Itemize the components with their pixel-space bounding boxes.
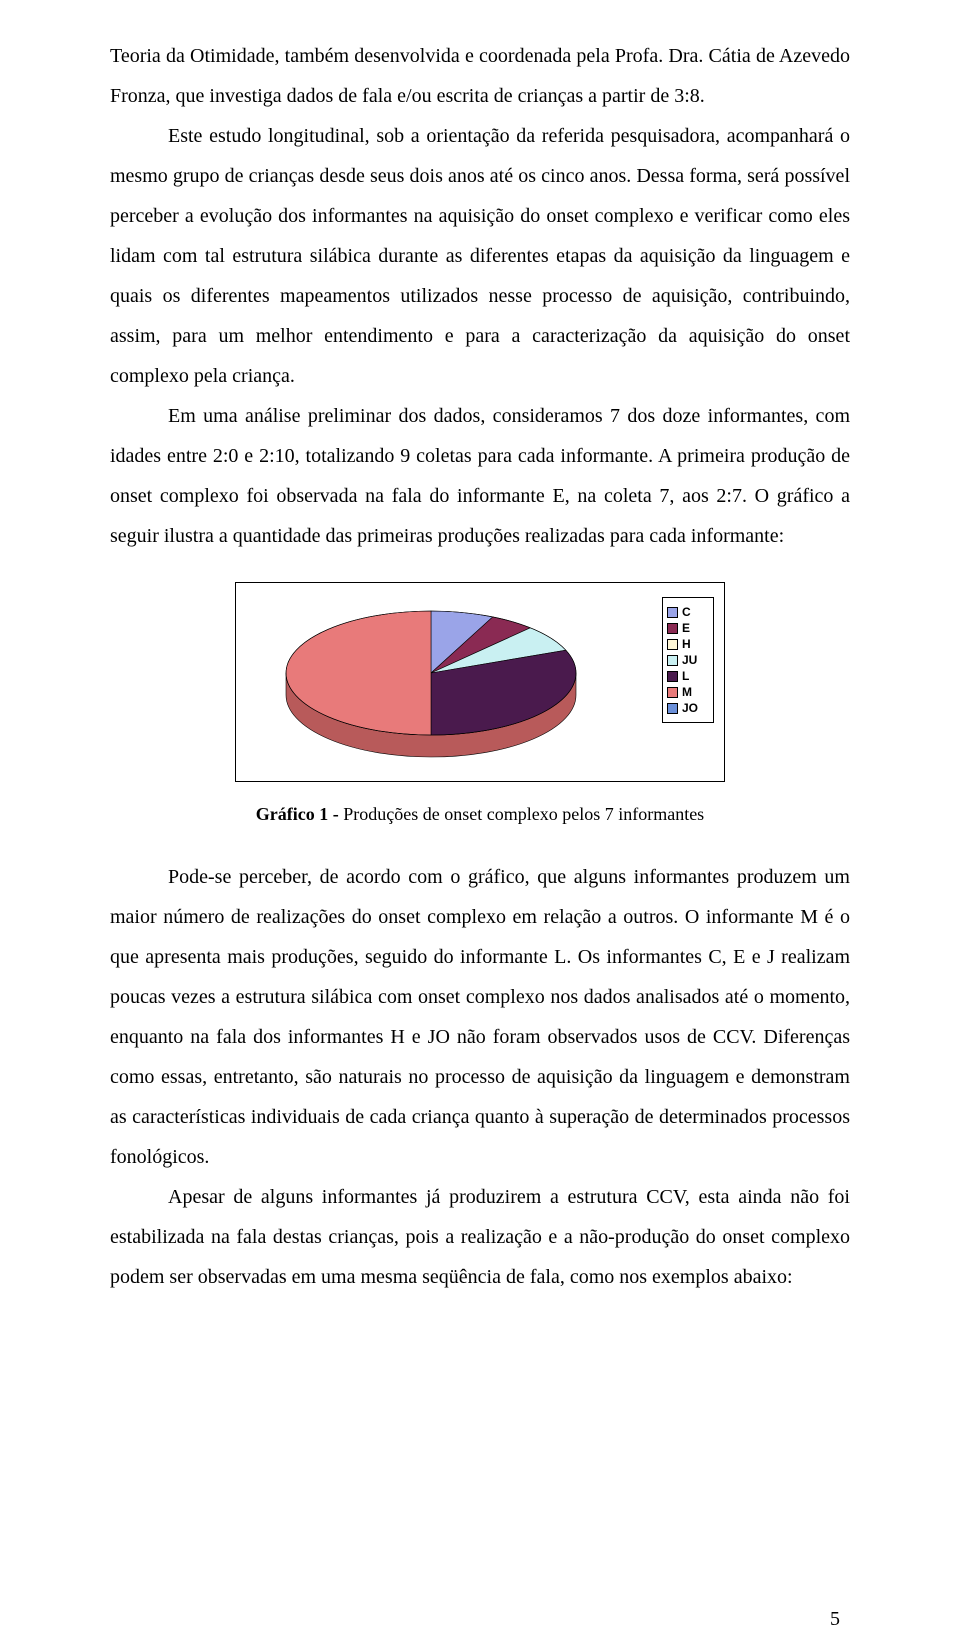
legend-swatch [667,703,678,714]
legend-label: E [682,622,690,634]
legend-item-m: M [667,686,709,698]
legend-swatch [667,655,678,666]
legend-label: JU [682,654,697,666]
paragraph-4: Pode-se perceber, de acordo com o gráfic… [110,857,850,1177]
paragraph-5: Apesar de alguns informantes já produzir… [110,1177,850,1297]
legend-item-ju: JU [667,654,709,666]
legend-label: L [682,670,689,682]
paragraph-1: Teoria da Otimidade, também desenvolvida… [110,36,850,116]
legend-swatch [667,623,678,634]
legend-swatch [667,607,678,618]
caption-text: Produções de onset complexo pelos 7 info… [339,804,704,824]
legend-item-h: H [667,638,709,650]
caption-label: Gráfico 1 - [256,804,339,824]
pie-chart-svg [256,601,606,765]
document-page: Teoria da Otimidade, também desenvolvida… [0,0,960,1649]
legend-label: JO [682,702,698,714]
legend-label: H [682,638,691,650]
legend-swatch [667,639,678,650]
legend-label: C [682,606,691,618]
pie-chart [256,601,606,765]
legend-item-e: E [667,622,709,634]
legend-swatch [667,687,678,698]
paragraph-2: Este estudo longitudinal, sob a orientaç… [110,116,850,396]
chart-legend: CEH JU LM JO [662,597,714,723]
legend-item-c: C [667,606,709,618]
paragraph-3: Em uma análise preliminar dos dados, con… [110,396,850,556]
legend-label: M [682,686,692,698]
legend-item-jo: JO [667,702,709,714]
legend-item-l: L [667,670,709,682]
page-number: 5 [830,1608,840,1631]
pie-chart-box: CEH JU LM JO [235,582,725,782]
figure-caption: Gráfico 1 - Produções de onset complexo … [110,800,850,829]
legend-swatch [667,671,678,682]
figure-container: CEH JU LM JO [110,582,850,782]
